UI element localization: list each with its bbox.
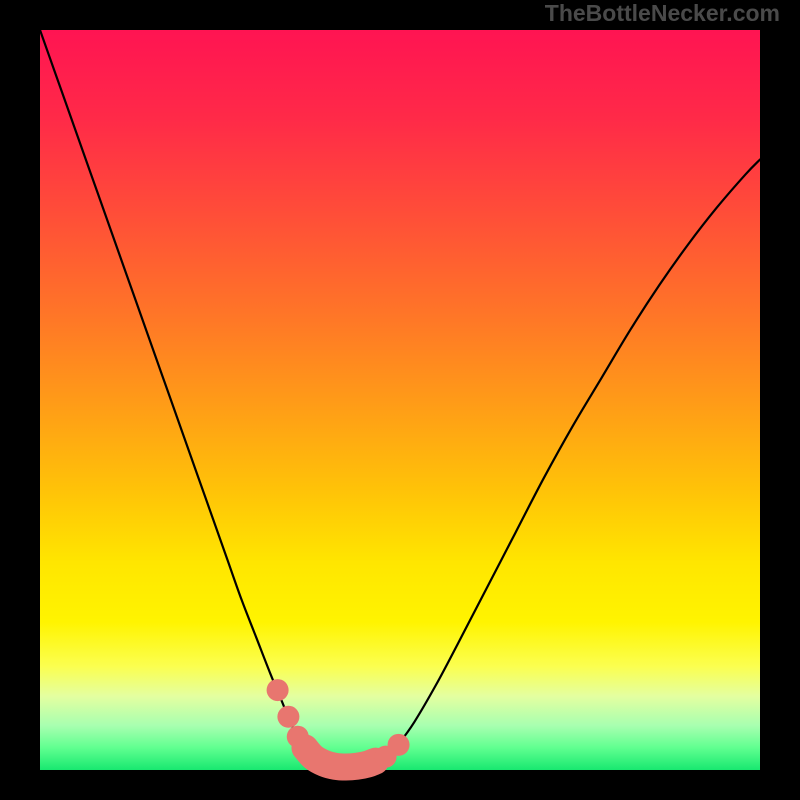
plot-gradient [40,30,760,770]
chart-stage: TheBottleNecker.com [0,0,800,800]
marker-dot [388,734,410,756]
marker-dot [267,679,289,701]
marker-dot [277,706,299,728]
marker-dot [287,726,309,748]
watermark-text: TheBottleNecker.com [545,0,780,27]
chart-svg [0,0,800,800]
